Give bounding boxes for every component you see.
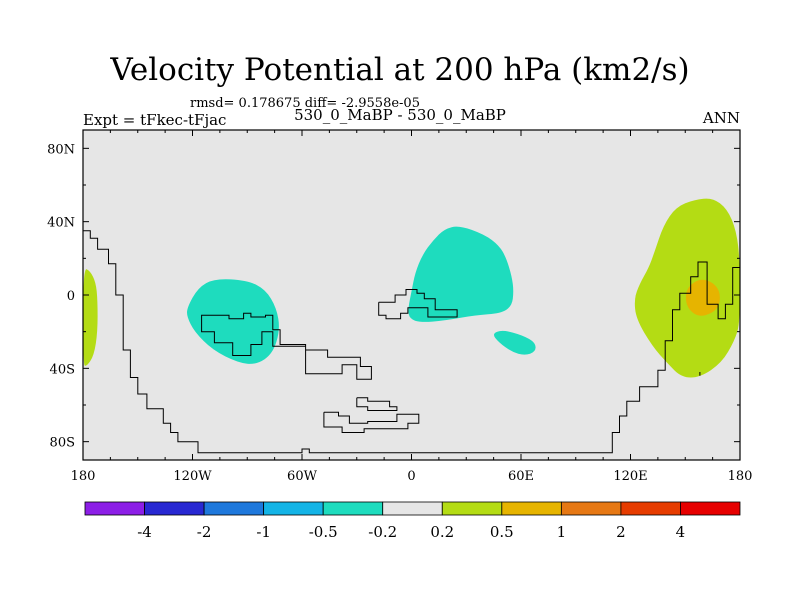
y-tick-label: 40N	[47, 216, 75, 231]
case-label: 530_0_MaBP - 530_0_MaBP	[294, 106, 506, 124]
anomaly-regions	[83, 198, 740, 378]
colorbar-label: 1	[557, 523, 567, 541]
colorbar-swatch	[680, 501, 741, 516]
anomaly-region	[685, 279, 720, 316]
x-tick-label: 180	[728, 469, 753, 484]
y-tick-label: 0	[67, 289, 75, 304]
chart-title: Velocity Potential at 200 hPa (km2/s)	[110, 52, 690, 88]
colorbar-label: -0.5	[309, 523, 338, 541]
colorbar-label: 0.5	[490, 523, 514, 541]
colorbar: -4 -2 -1 -0.5 -0.2 0.2 0.5 1 2 4	[84, 501, 741, 541]
colorbar-label: 0.2	[430, 523, 454, 541]
x-tick-label: 180	[71, 469, 96, 484]
anomaly-region	[187, 279, 279, 364]
colorbar-swatch	[501, 501, 562, 516]
coastline	[323, 411, 420, 433]
anomaly-region	[634, 198, 740, 378]
coastline	[83, 230, 740, 454]
x-tick-label: 120W	[173, 469, 212, 484]
continent-outlines	[83, 230, 740, 454]
season-label: ANN	[702, 109, 740, 127]
coastline	[201, 312, 372, 380]
x-tick-label: 120E	[613, 469, 647, 484]
colorbar-swatch	[144, 501, 205, 516]
colorbar-label: 4	[676, 523, 686, 541]
colorbar-label: -0.2	[368, 523, 397, 541]
y-tick-label: 40S	[50, 362, 75, 377]
map-axes: 180 120W 60W 0 60E 120E 180 80N 40N 0 40S 80S	[47, 129, 753, 484]
colorbar-swatch	[263, 501, 324, 516]
experiment-label: Expt = tFkec-tFjac	[83, 111, 227, 129]
x-tick-label: 60W	[287, 469, 318, 484]
anomaly-region	[83, 269, 98, 366]
y-tick-label: 80N	[47, 142, 75, 157]
colorbar-swatch	[441, 501, 503, 516]
x-tick-label: 60E	[508, 469, 534, 484]
anomaly-region	[408, 226, 514, 322]
colorbar-swatch	[560, 501, 622, 516]
colorbar-swatch	[203, 501, 265, 516]
colorbar-swatch	[382, 501, 443, 516]
coastline	[356, 397, 398, 411]
colorbar-label: -4	[137, 523, 152, 541]
colorbar-swatch	[620, 501, 681, 516]
colorbar-swatch	[322, 501, 384, 516]
rmsd-diff-stats: rmsd= 0.178675 diff= -2.9558e-05	[190, 96, 420, 111]
colorbar-swatch	[84, 501, 145, 516]
colorbar-label: -1	[256, 523, 271, 541]
x-tick-label: 0	[407, 469, 415, 484]
colorbar-label: 2	[616, 523, 626, 541]
y-tick-label: 80S	[50, 436, 75, 451]
map-plot-area	[83, 130, 740, 460]
anomaly-region	[493, 330, 536, 355]
colorbar-label: -2	[197, 523, 212, 541]
coastline	[378, 289, 458, 320]
